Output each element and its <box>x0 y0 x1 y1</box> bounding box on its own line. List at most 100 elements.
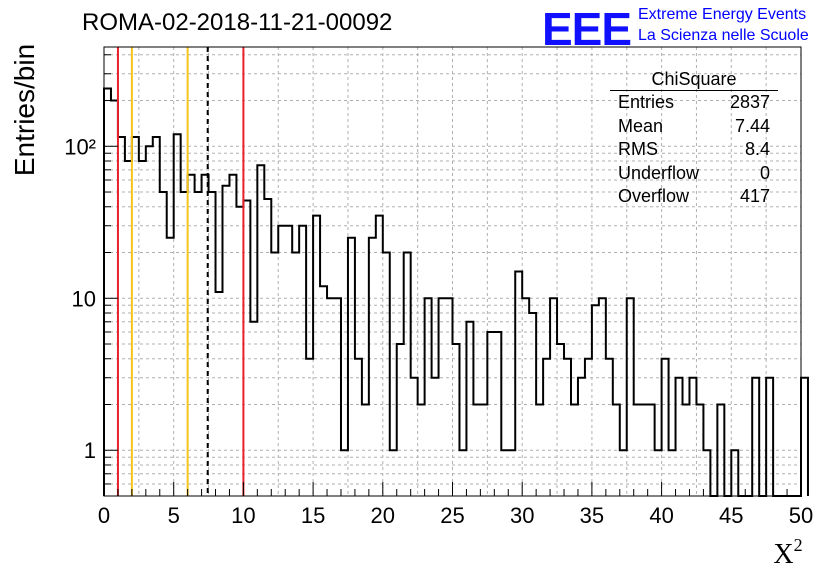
histogram-bin <box>132 137 139 496</box>
histogram-bin <box>801 378 808 496</box>
histogram-bin <box>606 359 613 496</box>
histogram-bin <box>236 207 243 496</box>
histogram-bin <box>585 359 592 496</box>
logo-caption: Extreme Energy Events La Scienza nelle S… <box>638 4 809 46</box>
histogram-bin <box>243 200 250 496</box>
x-tick-label: 40 <box>649 503 673 528</box>
histogram-bin <box>404 253 411 496</box>
histogram-bin <box>564 359 571 496</box>
stats-box-title: ChiSquare <box>610 68 778 91</box>
histogram-bin <box>306 359 313 496</box>
histogram-bin <box>529 313 536 496</box>
histogram-bin <box>139 161 146 496</box>
histogram-bin <box>299 226 306 496</box>
histogram-bin <box>376 216 383 496</box>
logo-line-2: La Scienza nelle Scuole <box>638 27 809 44</box>
histogram-bin <box>174 134 181 496</box>
histogram-bin <box>334 298 341 496</box>
histogram-bin <box>731 450 738 496</box>
stats-row-underflow: Underflow 0 <box>610 162 778 186</box>
histogram-bin <box>522 298 529 496</box>
histogram-bin <box>229 175 236 496</box>
histogram-bin <box>676 378 683 496</box>
histogram-bin <box>369 238 376 496</box>
histogram-bin <box>689 378 696 496</box>
stats-row-rms: RMS 8.4 <box>610 138 778 162</box>
histogram-bin <box>543 359 550 496</box>
histogram-bin <box>501 450 508 496</box>
eee-logo: EEE <box>542 3 632 55</box>
histogram-bin <box>494 332 501 496</box>
x-tick-label: 15 <box>301 503 325 528</box>
histogram-bin <box>146 146 153 496</box>
stats-row-mean: Mean 7.44 <box>610 115 778 139</box>
histogram-bin <box>571 404 578 496</box>
stats-row-overflow: Overflow 417 <box>610 185 778 209</box>
stats-value: 2837 <box>729 92 770 112</box>
stats-box: ChiSquare Entries 2837 Mean 7.44 RMS 8.4… <box>610 68 778 209</box>
histogram-bin <box>313 216 320 496</box>
histogram-bin <box>752 378 759 496</box>
histogram-bin <box>557 344 564 496</box>
histogram-bin <box>188 175 195 496</box>
histogram-bin <box>222 186 229 496</box>
histogram-bin <box>473 404 480 496</box>
histogram-bin <box>292 253 299 496</box>
histogram-bin <box>425 298 432 496</box>
histogram-bin <box>446 298 453 496</box>
x-tick-label: 5 <box>168 503 180 528</box>
chart-title: ROMA-02-2018-11-21-00092 <box>82 9 393 36</box>
logo-line-1: Extreme Energy Events <box>638 6 807 23</box>
histogram-bin <box>662 359 669 496</box>
histogram-bin <box>285 226 292 496</box>
histogram-bin <box>432 378 439 496</box>
histogram-bin <box>613 404 620 496</box>
histogram-bin <box>257 165 264 496</box>
histogram-bin <box>487 332 494 496</box>
histogram-bin <box>104 88 111 496</box>
x-tick-label: 35 <box>580 503 604 528</box>
y-tick-label: 10 <box>72 286 96 311</box>
histogram-bin <box>125 161 132 496</box>
x-ticks-layer: 0 5 10 15 20 25 30 35 40 45 50 <box>98 482 813 528</box>
histogram-bin <box>327 298 334 496</box>
histogram-bin <box>439 298 446 496</box>
histogram-bin <box>627 298 634 496</box>
histogram-bin <box>634 404 641 496</box>
histogram-bin <box>459 450 466 496</box>
histogram-bin <box>620 450 627 496</box>
histogram-bin <box>153 137 160 496</box>
histogram-bin <box>536 404 543 496</box>
histogram-bin <box>216 292 223 496</box>
x-tick-label: 50 <box>789 503 813 528</box>
y-tick-label: 10² <box>64 134 96 159</box>
x-tick-label: 45 <box>719 503 743 528</box>
histogram-bin <box>648 404 655 496</box>
histogram-bin <box>271 253 278 496</box>
x-axis-label: X2 <box>773 535 802 570</box>
histogram-bin <box>550 298 557 496</box>
histogram-bin <box>578 378 585 496</box>
histogram-bin <box>250 322 257 496</box>
histogram-bin <box>717 404 724 496</box>
x-tick-label: 10 <box>231 503 255 528</box>
histogram-bin <box>411 378 418 496</box>
histogram-bin <box>195 192 202 496</box>
stats-label: RMS <box>618 139 658 159</box>
stats-value: 0 <box>759 162 770 183</box>
histogram-bin <box>696 404 703 496</box>
stats-label: Overflow <box>618 186 690 206</box>
histogram-bin <box>641 404 648 496</box>
vertical-lines-layer <box>116 47 245 496</box>
histogram-bin <box>348 238 355 496</box>
histogram-bin <box>264 199 271 496</box>
histogram-bin <box>669 450 676 496</box>
stats-label: Entries <box>618 92 675 112</box>
x-tick-label: 30 <box>510 503 534 528</box>
histogram-bin <box>118 137 125 496</box>
histogram-bin <box>355 359 362 496</box>
histogram-bin <box>703 450 710 496</box>
histogram-bin <box>418 404 425 496</box>
x-tick-label: 25 <box>440 503 464 528</box>
histogram-bin <box>341 450 348 496</box>
